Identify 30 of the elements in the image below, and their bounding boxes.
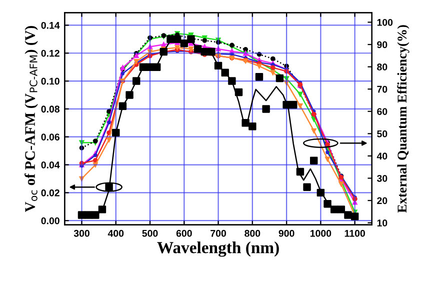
y-tick-label: 0.08	[41, 106, 60, 113]
y2-tick-label: 90	[377, 41, 388, 48]
y2-tick-label: 20	[377, 197, 388, 204]
y2-tick-label: 30	[376, 174, 388, 182]
x-tick-label: 400	[108, 230, 124, 237]
x-tick-label: 500	[142, 230, 158, 237]
x-tick-label: 900	[278, 230, 294, 237]
y-tick-label: 0.06	[41, 134, 60, 140]
y2-tick-label: 70	[377, 86, 388, 93]
y2-tick-label: 100	[377, 18, 393, 26]
x-tick-label: 800	[244, 230, 260, 237]
y-axis-title: V$_{oc}$ of PC-AFM (V$_{PC-AFM}$) (V)	[24, 26, 38, 212]
x-tick-label: 1100	[344, 230, 365, 237]
x-axis-title: Wavelength (nm)	[157, 242, 279, 257]
x-tick-label: 1000	[310, 230, 332, 237]
y-tick-label: 0.00	[41, 217, 60, 224]
y-tick-label: 0.12	[41, 50, 60, 57]
y2-tick-label: 80	[377, 64, 388, 70]
y-tick-label: 0.14	[41, 22, 60, 29]
y2-tick-label: 40	[376, 152, 388, 160]
x-tick-label: 300	[74, 230, 90, 237]
y2-axis-title: External Quantum Efficiency(%)	[397, 25, 410, 213]
x-tick-label: 700	[210, 230, 226, 237]
y2-tick-label: 60	[377, 108, 388, 115]
y-tick-label: 0.02	[41, 189, 60, 196]
y-tick-label: 0.10	[41, 78, 60, 85]
y-tick-label: 0.04	[41, 162, 60, 168]
y2-tick-label: 50	[377, 130, 388, 138]
x-tick-label: 600	[176, 230, 192, 237]
y2-tick-label: 10	[377, 220, 388, 226]
